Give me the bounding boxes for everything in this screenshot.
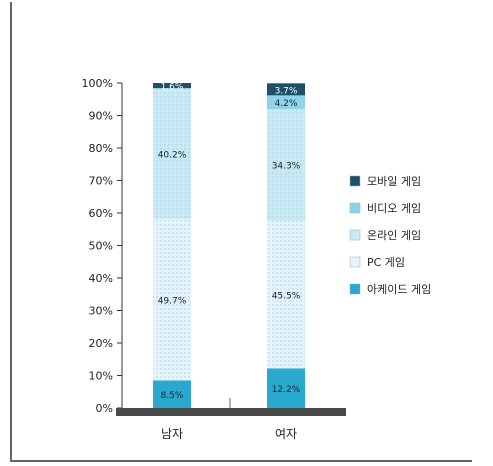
bar-segment-texture bbox=[267, 109, 305, 221]
y-axis: 0% 10% 20% 30% 40% 50% 60% 70% 80% 90% 100% bbox=[82, 77, 123, 415]
legend-swatch bbox=[349, 283, 361, 295]
y-tick-label: 100% bbox=[82, 77, 113, 90]
x-axis-band bbox=[116, 408, 346, 416]
legend-label: PC 게임 bbox=[367, 256, 405, 269]
legend-label: 온라인 게임 bbox=[367, 229, 421, 242]
legend-label: 비디오 게임 bbox=[367, 202, 421, 215]
y-tick-label: 50% bbox=[89, 240, 113, 253]
x-axis: 남자 여자 bbox=[116, 398, 346, 441]
x-category-label: 남자 bbox=[161, 427, 183, 441]
bar-segment-texture bbox=[153, 88, 191, 219]
bars: 8.5% 49.7% 40.2% 1.6% 12.2% 45.5% 34.3% 4.2% 3.7… bbox=[153, 83, 305, 408]
y-tick-label: 70% bbox=[89, 175, 113, 188]
legend-label: 아케이드 게임 bbox=[367, 283, 431, 296]
data-label: 1.6% bbox=[161, 83, 184, 93]
legend-swatch bbox=[349, 229, 361, 241]
y-tick-label: 40% bbox=[89, 272, 113, 285]
bar-segment bbox=[267, 368, 305, 408]
legend-label: 모바일 게임 bbox=[367, 174, 421, 188]
y-tick-label: 0% bbox=[96, 402, 113, 415]
data-label: 4.2% bbox=[275, 99, 298, 109]
y-tick-label: 90% bbox=[89, 110, 113, 123]
data-label: 49.7% bbox=[158, 297, 187, 307]
data-label: 45.5% bbox=[272, 291, 301, 301]
y-tick-label: 20% bbox=[89, 337, 113, 350]
legend-swatch bbox=[349, 175, 361, 187]
y-tick-label: 60% bbox=[89, 207, 113, 220]
data-label: 12.2% bbox=[272, 385, 301, 395]
y-tick-label: 10% bbox=[89, 370, 113, 383]
bar-segment bbox=[267, 83, 305, 96]
bar-segment bbox=[153, 83, 191, 89]
data-label: 34.3% bbox=[272, 162, 301, 172]
y-tick-label: 80% bbox=[89, 142, 113, 155]
legend-swatch bbox=[349, 256, 361, 268]
x-category-label: 여자 bbox=[275, 427, 297, 441]
legend-swatch bbox=[349, 202, 361, 214]
data-label: 8.5% bbox=[161, 391, 184, 401]
bar-segment-texture bbox=[153, 218, 191, 381]
data-label: 3.7% bbox=[275, 86, 298, 96]
bar-segment bbox=[267, 95, 305, 109]
bar-segment-texture bbox=[267, 220, 305, 369]
bar-segment bbox=[153, 380, 191, 408]
y-tick-label: 30% bbox=[89, 305, 113, 318]
data-label: 40.2% bbox=[158, 151, 187, 161]
